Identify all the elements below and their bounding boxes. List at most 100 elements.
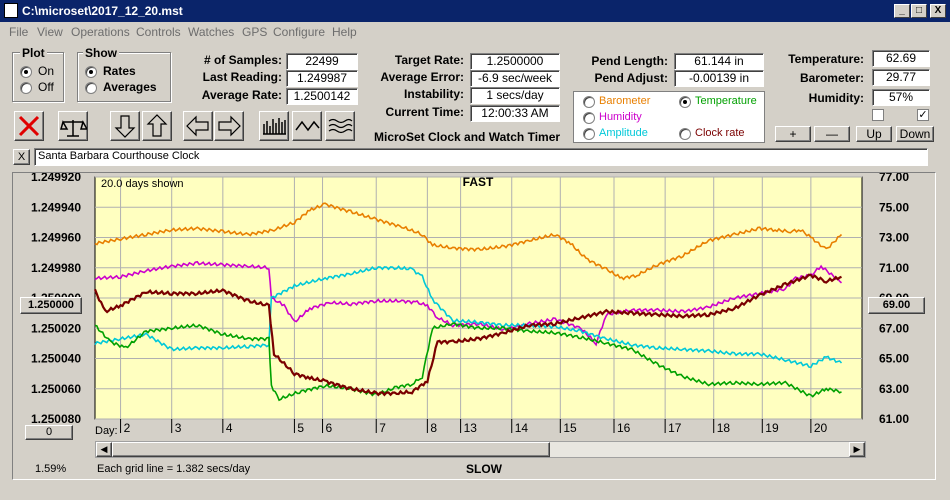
maximize-button[interactable]: □ [911, 4, 927, 18]
series-line [93, 273, 842, 397]
stop-icon [18, 115, 40, 137]
x-tick-label: 18 [717, 421, 731, 435]
x-tick-label: 15 [563, 421, 577, 435]
arrow-left-icon [186, 115, 209, 137]
down-arrow-button[interactable] [110, 111, 140, 141]
overlay-amplitude-radio[interactable] [583, 128, 595, 140]
series-line [94, 260, 843, 347]
overlay-amplitude-label: Amplitude [599, 127, 648, 139]
y-left-tick: 1.250080 [31, 412, 81, 426]
y-right-tick: 65.00 [879, 352, 909, 366]
overlay-barometer-radio[interactable] [583, 96, 595, 108]
wave-icon [295, 120, 320, 132]
minimize-button[interactable]: _ [894, 4, 910, 18]
y-left-tick: 1.249940 [31, 200, 81, 214]
close-button[interactable]: X [930, 4, 946, 18]
y-left-tick: 1.250060 [31, 382, 81, 396]
y-right-tick: 75.00 [879, 200, 909, 214]
rate-chart: 1.249920 77.00 1.249940 75.00 1.249960 73.00 1… [31, 170, 909, 437]
series-line [94, 265, 843, 369]
checkbox-1[interactable] [872, 109, 884, 121]
balance-button[interactable] [58, 111, 89, 141]
menu-configure[interactable]: Configure [273, 25, 326, 39]
plot-on-radio[interactable] [20, 66, 32, 78]
show-rates-radio[interactable] [85, 66, 97, 78]
scroll-right-button[interactable]: ▶ [849, 442, 865, 457]
app-name: MicroSet Clock and Watch Timer [374, 130, 561, 144]
waves-button[interactable] [325, 111, 355, 141]
clock-name-field[interactable]: Santa Barbara Courthouse Clock [34, 148, 928, 166]
plus-button[interactable]: + [775, 126, 811, 142]
humidity-label: Humidity: [808, 91, 864, 105]
pend-length-field: 61.144 in [674, 53, 764, 70]
plot-off-radio[interactable] [20, 82, 32, 94]
up-arrow-button[interactable] [142, 111, 172, 141]
waves-icon [328, 118, 353, 134]
current-time-field: 12:00:33 AM [470, 105, 560, 122]
show-averages-radio[interactable] [85, 82, 97, 94]
down-button[interactable]: Down [896, 126, 934, 142]
menu-bar: File View Operations Controls Watches GP… [0, 22, 950, 42]
avg-error-field: -6.9 sec/week [470, 70, 560, 87]
avg-rate-label: Average Rate: [201, 88, 282, 102]
barometer-field: 29.77 [872, 69, 930, 86]
menu-watches[interactable]: Watches [188, 25, 235, 39]
overlay-humidity-label: Humidity [599, 111, 642, 123]
samples-field: 22499 [286, 53, 358, 70]
y-left-tick: 1.250040 [31, 352, 81, 366]
stop-button[interactable] [14, 111, 44, 141]
overlay-temperature-label: Temperature [695, 95, 757, 107]
center-rate-button[interactable]: 1.250000 [20, 297, 82, 314]
balance-icon [60, 120, 89, 137]
y-right-tick: 61.00 [879, 412, 909, 426]
days-shown: 20.0 days shown [101, 178, 184, 190]
y-left-tick: 1.249960 [31, 231, 81, 245]
chart-area: 1.249920 77.00 1.249940 75.00 1.249960 73.00 1… [12, 170, 936, 480]
x-axis-label: Day: [95, 425, 118, 437]
show-rates-label: Rates [103, 64, 136, 78]
x-tick-label: 3 [175, 421, 182, 435]
last-reading-field: 1.249987 [286, 70, 358, 87]
x-tick-label: 4 [226, 421, 233, 435]
current-time-label: Current Time: [385, 105, 464, 119]
overlay-clockrate-label: Clock rate [695, 127, 745, 139]
scroll-left-button[interactable]: ◀ [96, 442, 112, 457]
show-group [77, 52, 171, 102]
overlay-barometer-label: Barometer [599, 95, 651, 107]
avg-rate-field: 1.2500142 [286, 88, 358, 105]
x-tick-label: 2 [124, 421, 131, 435]
y-right-tick: 63.00 [879, 382, 909, 396]
series-line [94, 322, 842, 402]
minus-button[interactable]: — [814, 126, 850, 142]
overlay-clockrate-radio[interactable] [679, 128, 691, 140]
instability-field: 1 secs/day [470, 87, 560, 104]
series-line [94, 202, 843, 281]
small-close-button[interactable]: X [13, 149, 30, 165]
checkbox-2[interactable]: ✓ [917, 109, 929, 121]
overlay-temperature-radio[interactable] [679, 96, 691, 108]
menu-file[interactable]: File [9, 25, 29, 39]
y-right-tick: 71.00 [879, 261, 909, 275]
temperature-field: 62.69 [872, 50, 930, 67]
plot-group-label: Plot [20, 46, 47, 60]
show-averages-label: Averages [103, 80, 157, 94]
target-rate-field[interactable]: 1.2500000 [470, 53, 560, 70]
overlay-humidity-radio[interactable] [583, 112, 595, 124]
menu-controls[interactable]: Controls [136, 25, 181, 39]
left-arrow-button[interactable] [183, 111, 213, 141]
zero-button[interactable]: 0 [25, 425, 73, 440]
menu-operations[interactable]: Operations [71, 25, 130, 39]
menu-gps[interactable]: GPS [242, 25, 268, 39]
scroll-thumb[interactable] [112, 442, 550, 457]
show-group-label: Show [83, 46, 119, 60]
wave-button[interactable] [292, 111, 322, 141]
right-arrow-button[interactable] [214, 111, 244, 141]
avg-error-label: Average Error: [380, 70, 464, 84]
y-left-tick: 1.249980 [31, 261, 81, 275]
up-button[interactable]: Up [856, 126, 892, 142]
horizontal-scrollbar[interactable]: ◀ ▶ [95, 441, 866, 458]
right-value-button[interactable]: 69.00 [868, 297, 925, 314]
menu-view[interactable]: View [37, 25, 63, 39]
menu-help[interactable]: Help [332, 25, 357, 39]
bars-button[interactable] [259, 111, 289, 141]
